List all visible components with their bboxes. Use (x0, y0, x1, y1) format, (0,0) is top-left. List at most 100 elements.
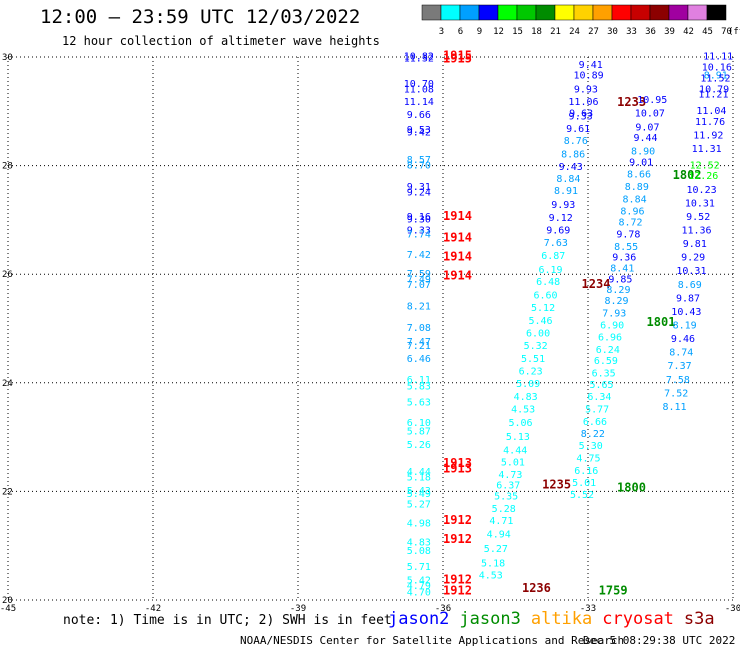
wave-height-value: 9.16 (407, 212, 431, 223)
wave-height-value: 4.70 (407, 588, 431, 599)
wave-height-value: 8.22 (581, 429, 605, 440)
wave-height-value: 11.08 (404, 84, 434, 95)
wave-height-value: 7.42 (407, 250, 431, 261)
scale-label-3: 3 (439, 27, 444, 36)
wave-height-value: 4.44 (503, 445, 527, 456)
wave-height-value: 9.53 (407, 125, 431, 136)
wave-height-value: 8.76 (564, 136, 588, 147)
wave-height-value: 8.55 (614, 242, 638, 253)
mission-altika: altika (530, 609, 593, 629)
wave-height-value: 9.41 (579, 60, 603, 71)
wave-height-value: 4.83 (514, 392, 538, 403)
wave-height-value: 5.77 (585, 405, 609, 416)
wave-height-value: 5.30 (579, 441, 603, 452)
scale-label-30: 30 (607, 27, 618, 36)
wave-height-value: 4.98 (407, 519, 431, 530)
wave-height-value: 9.69 (546, 225, 570, 236)
wave-height-value: 8.96 (620, 206, 644, 217)
wave-height-value: 11.11 (703, 52, 733, 63)
scale-label-39: 39 (664, 27, 675, 36)
wave-height-value: 7.37 (668, 361, 692, 372)
wave-height-value: 5.42 (407, 576, 431, 587)
wave-height-value: 6.66 (583, 417, 607, 428)
wave-height-value: 5.65 (589, 380, 613, 391)
wave-height-value: 5.09 (516, 379, 540, 390)
wave-height-value: 6.00 (526, 329, 550, 340)
wave-height-value: 8.41 (610, 263, 634, 274)
pass-time-label: 1912 (443, 584, 472, 598)
y-tick-label: 28 (2, 162, 13, 172)
wave-height-value: 4.71 (489, 516, 513, 527)
wave-height-value: 7.74 (407, 229, 431, 240)
x-tick-label: -42 (145, 604, 161, 614)
wave-height-value: 7.93 (602, 309, 626, 320)
x-tick-label: -33 (580, 604, 596, 614)
wave-height-value: 10.89 (574, 71, 604, 82)
wave-height-value: 5.18 (481, 558, 505, 569)
wave-height-value: 4.73 (498, 470, 522, 481)
wave-height-value: 5.01 (572, 478, 596, 489)
pass-time-label: 1802 (673, 168, 702, 182)
pass-time-label: 1801 (647, 315, 676, 329)
wave-height-value: 7.49 (407, 274, 431, 285)
scale-label-21: 21 (550, 27, 561, 36)
pass-time-label: 1233 (617, 95, 646, 109)
wave-height-value: 9.44 (633, 133, 657, 144)
y-tick-label: 20 (2, 596, 13, 606)
wave-height-value: 8.29 (604, 296, 628, 307)
scale-label-24: 24 (569, 27, 580, 36)
wave-height-value: 4.94 (487, 530, 511, 541)
y-tick-label: 24 (2, 379, 13, 389)
pass-time-label: 1915 (443, 49, 472, 63)
scale-label-12: 12 (493, 27, 504, 36)
wave-height-value: 6.48 (536, 277, 560, 288)
wave-height-value: 5.01 (501, 457, 525, 468)
wave-height-value: 6.16 (574, 466, 598, 477)
scale-label-45: 45 (702, 27, 713, 36)
wave-height-value: 10.07 (635, 109, 665, 120)
plot-area: -45 -42 -39 -36 -33 -30 20 22 24 26 28 30 10.8211.32… (0, 49, 740, 614)
pass-time-label: 1913 (443, 456, 472, 470)
wave-height-value: 9.42 (407, 128, 431, 139)
scale-label-70: 70 (721, 27, 732, 36)
wave-height-value: 7.21 (407, 341, 431, 352)
wave-height-value: 6.96 (598, 332, 622, 343)
wave-height-value: 9.31 (407, 182, 431, 193)
wave-height-value: 10.70 (404, 79, 434, 90)
wave-height-value: 9.66 (407, 110, 431, 121)
scale-label-15: 15 (512, 27, 523, 36)
wave-height-value: 9.93 (574, 84, 598, 95)
wave-height-value: 4.53 (511, 405, 535, 416)
wave-height-value: 10.79 (699, 84, 729, 95)
wave-height-value: 8.29 (606, 285, 630, 296)
wave-height-value: 5.08 (407, 546, 431, 557)
wave-height-value: 11.14 (404, 97, 434, 108)
wave-height-value: 6.19 (538, 265, 562, 276)
wave-height-value: 6.37 (496, 481, 520, 492)
scale-label-33: 33 (626, 27, 637, 36)
wave-height-value: 7.08 (407, 323, 431, 334)
wave-height-value: 5.12 (531, 303, 555, 314)
wave-height-value: 9.85 (608, 274, 632, 285)
wave-height-value: 6.60 (533, 291, 557, 302)
wave-height-value: 8.89 (625, 182, 649, 193)
wave-height-value: 8.21 (407, 301, 431, 312)
footnote: note: 1) Time is in UTC; 2) SWH is in fe… (63, 613, 392, 628)
pass-time-label: 1800 (617, 480, 646, 494)
wave-height-value: 10.23 (687, 185, 717, 196)
x-tick-label: -39 (290, 604, 306, 614)
wave-height-value: 8.11 (662, 402, 686, 413)
wave-height-value: 9.78 (616, 229, 640, 240)
wave-height-value: 9.33 (569, 111, 593, 122)
mission-jason3: jason3 (459, 609, 521, 629)
wave-height-value: 11.92 (693, 130, 723, 141)
wave-height-value: 5.87 (407, 426, 431, 437)
wave-height-value: 9.24 (407, 187, 431, 198)
wave-height-value: 4.44 (407, 467, 431, 478)
wave-height-value: 9.61 (566, 124, 590, 135)
wave-height-value: 6.34 (587, 392, 611, 403)
wave-height-value: 4.75 (576, 454, 600, 465)
scale-label-36: 36 (645, 27, 656, 36)
wave-height-value: 8.70 (407, 160, 431, 171)
